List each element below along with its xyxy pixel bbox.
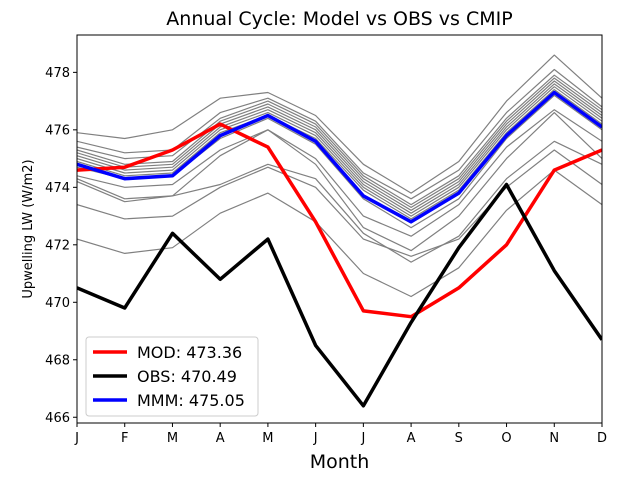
legend: MOD: 473.36 OBS: 470.49 MMM: 475.05: [85, 336, 259, 417]
x-tick-label-3: M: [167, 431, 178, 446]
plot-frame: [76, 34, 603, 424]
chart-title: Annual Cycle: Model vs OBS vs CMIP: [166, 8, 512, 30]
x-tick-label-12: D: [597, 431, 607, 446]
series-line-mmm: [77, 90, 602, 224]
y-tick-label-476: 476: [45, 123, 70, 138]
x-tick-label-2: F: [121, 431, 128, 446]
y-tick-label-474: 474: [45, 181, 70, 196]
y-tick-label-468: 468: [45, 353, 70, 368]
cmip-model-line-13: [77, 149, 602, 257]
x-tick-label-7: J: [360, 431, 365, 446]
y-axis-label: Upwelling LW (W/m2): [21, 159, 36, 298]
legend-label-mod: MOD: 473.36: [137, 343, 242, 362]
legend-label-obs: OBS: 470.49: [137, 367, 237, 386]
cmip-model-line-6: [77, 83, 602, 214]
series-line-mod: [77, 122, 602, 319]
cmip-model-line-14: [77, 169, 602, 298]
cmip-model-line-7: [77, 86, 602, 217]
x-tick-label-8: A: [407, 431, 416, 446]
axes: J F M A M J J A S O N D 466 468 470 472 474 476 478: [45, 34, 607, 446]
x-tick-label-10: O: [501, 431, 511, 446]
y-tick-label-472: 472: [45, 238, 70, 253]
x-axis-label: Month: [310, 451, 370, 473]
x-tick-label-4: A: [216, 431, 225, 446]
plot-area: [77, 54, 602, 408]
y-tick-label-466: 466: [45, 411, 70, 426]
cmip-model-line-2: [77, 68, 602, 200]
cmip-model-line-1: [77, 54, 602, 194]
cmip-model-line-8: [77, 88, 602, 220]
x-tick-label-1: J: [74, 431, 79, 446]
x-tick-label-9: S: [455, 431, 463, 446]
x-tick-label-11: N: [549, 431, 559, 446]
x-tick-label-6: J: [313, 431, 318, 446]
y-tick-label-478: 478: [45, 66, 70, 81]
legend-box: [85, 336, 259, 417]
series-line-obs: [77, 182, 602, 408]
legend-label-mmm: MMM: 475.05: [137, 391, 245, 410]
cmip-model-line-12: [77, 140, 602, 263]
cmip-model-line-10: [77, 109, 602, 237]
cmip-model-line-3: [77, 74, 602, 206]
cmip-model-line-4: [77, 77, 602, 208]
x-tick-label-5: M: [262, 431, 273, 446]
cmip-model-line-5: [77, 80, 602, 211]
y-tick-label-470: 470: [45, 296, 70, 311]
